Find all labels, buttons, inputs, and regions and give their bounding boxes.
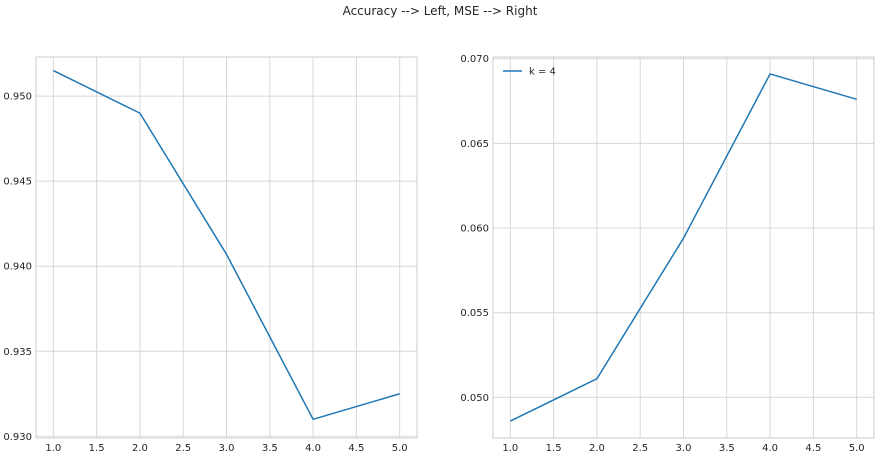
x-tick-label: 2.0 [589,443,605,454]
y-tick-label: 0.940 [3,262,32,273]
x-tick-label: 3.0 [219,443,235,454]
x-tick-label: 1.0 [502,443,518,454]
x-tick-label: 4.5 [348,443,364,454]
legend-label: k = 4 [529,67,556,78]
x-tick-label: 5.0 [849,443,865,454]
x-tick-label: 4.0 [762,443,778,454]
plot-frame [35,56,418,439]
y-tick-label: 0.065 [460,139,489,150]
y-tick-label: 0.070 [460,54,489,65]
x-tick-label: 1.5 [546,443,562,454]
legend: k = 4 [503,67,556,78]
figure-suptitle: Accuracy --> Left, MSE --> Right [342,4,538,18]
y-tick-label: 0.945 [3,177,32,188]
y-tick-label: 0.930 [3,432,32,443]
x-tick-label: 2.0 [132,443,148,454]
y-tick-label: 0.050 [460,393,489,404]
x-tick-label: 3.5 [262,443,278,454]
plot-frame [492,56,875,439]
x-tick-label: 1.0 [45,443,61,454]
y-tick-label: 0.060 [460,224,489,235]
x-tick-label: 1.5 [89,443,105,454]
x-tick-label: 2.5 [175,443,191,454]
x-tick-label: 4.5 [805,443,821,454]
y-tick-label: 0.935 [3,347,32,358]
x-tick-label: 2.5 [632,443,648,454]
x-tick-label: 3.0 [676,443,692,454]
chart-panel-2: 1.0 1.5 2.0 2.5 3.0 3.5 4.0 4.5 5.0 0.050 0.055 0.0… [460,54,875,454]
x-tick-label: 4.0 [305,443,321,454]
chart-panel-1: 1.0 1.5 2.0 2.5 3.0 3.5 4.0 4.5 5.0 0.930 0.935 0.9… [3,56,418,454]
x-tick-label: 5.0 [392,443,408,454]
x-tick-label: 3.5 [719,443,735,454]
y-tick-label: 0.950 [3,92,32,103]
y-tick-label: 0.055 [460,308,489,319]
